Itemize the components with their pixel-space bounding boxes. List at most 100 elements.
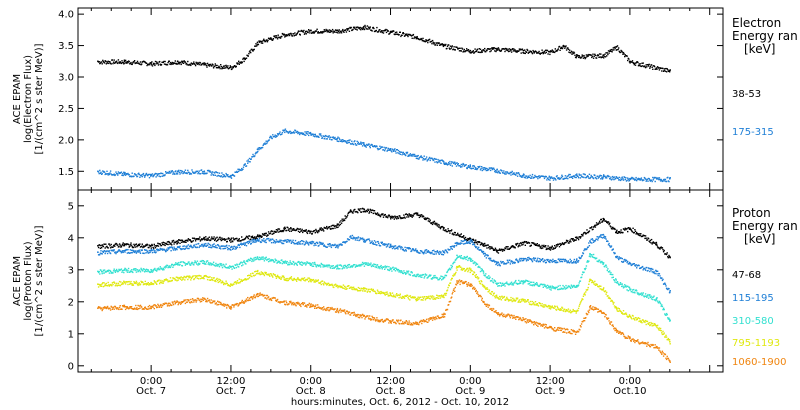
proton-data-point <box>151 251 154 254</box>
proton-data-point <box>474 245 476 247</box>
proton-data-point <box>497 261 500 263</box>
electron-series-value-point <box>629 177 631 180</box>
proton-data-point <box>133 268 136 270</box>
electron-data-point <box>477 166 479 168</box>
proton-data-point <box>649 296 652 299</box>
electron-data-point <box>603 57 605 59</box>
electron-data-point <box>605 52 607 54</box>
electron-data-point <box>472 51 474 53</box>
proton-data-point <box>616 229 618 231</box>
electron-data-point <box>593 55 595 57</box>
proton-data-point <box>652 272 655 274</box>
proton-data-point <box>105 284 107 287</box>
proton-data-point <box>176 242 179 244</box>
electron-series-group <box>97 24 671 183</box>
electron-data-point <box>366 28 368 30</box>
proton-series-value-point <box>150 268 153 271</box>
proton-data-point <box>604 237 606 239</box>
proton-data-point <box>501 250 504 252</box>
electron-data-point <box>215 67 218 69</box>
electron-data-point <box>557 178 559 180</box>
proton-data-point <box>260 257 262 259</box>
proton-data-point <box>629 289 631 291</box>
electron-data-point <box>583 54 585 57</box>
proton-data-point <box>99 284 101 286</box>
electron-data-point <box>510 51 513 53</box>
electron-data-point <box>296 32 298 35</box>
proton-data-point <box>254 241 256 243</box>
electron-data-point <box>159 60 161 63</box>
proton-data-point <box>251 260 253 263</box>
proton-data-point <box>634 229 636 231</box>
proton-series-value-point <box>416 212 418 215</box>
electron-data-point <box>101 173 103 175</box>
proton-data-point <box>321 264 324 266</box>
electron-data-point <box>655 177 658 179</box>
proton-data-point <box>308 262 310 264</box>
electron-data-point <box>212 64 214 66</box>
proton-data-point <box>136 269 139 271</box>
electron-data-point <box>319 134 321 136</box>
electron-data-point <box>538 50 540 53</box>
proton-data-point <box>564 258 567 261</box>
proton-data-point <box>467 242 469 244</box>
proton-data-point <box>127 248 129 251</box>
proton-data-point <box>150 270 152 273</box>
proton-data-point <box>531 284 534 287</box>
proton-data-point <box>245 242 247 244</box>
electron-data-point <box>353 27 355 29</box>
proton-data-point <box>456 257 458 259</box>
proton-data-point <box>635 289 637 291</box>
electron-data-point <box>547 177 549 179</box>
proton-data-point <box>212 244 214 246</box>
proton-data-point <box>615 278 617 280</box>
proton-data-point <box>659 303 662 305</box>
electron-data-point <box>574 54 576 56</box>
proton-data-point <box>524 244 526 246</box>
proton-data-point <box>258 256 261 259</box>
proton-data-point <box>401 246 403 249</box>
proton-data-point <box>357 236 360 238</box>
proton-data-point <box>624 258 626 261</box>
proton-data-point <box>246 259 248 262</box>
electron-data-point <box>123 171 125 173</box>
electron-legend-title-2: Energy ran <box>732 29 798 43</box>
proton-data-point <box>233 245 236 248</box>
electron-data-point <box>540 52 543 54</box>
electron-data-point <box>609 49 611 51</box>
proton-data-point <box>545 248 547 251</box>
electron-data-point <box>104 173 106 176</box>
proton-data-point <box>111 282 114 284</box>
proton-data-point <box>159 268 161 271</box>
electron-data-point <box>287 131 289 133</box>
proton-data-point <box>144 249 146 251</box>
electron-series-value-point <box>549 176 551 179</box>
electron-data-point <box>656 178 658 180</box>
proton-series-value-point <box>456 254 458 257</box>
electron-series-value-point <box>97 170 99 173</box>
proton-data-point <box>489 276 491 278</box>
proton-data-point <box>208 246 210 248</box>
proton-data-point <box>610 273 613 276</box>
electron-data-point <box>485 167 487 169</box>
proton-data-point <box>573 258 576 261</box>
electron-data-point <box>543 50 546 52</box>
electron-data-point <box>273 36 276 38</box>
proton-data-point <box>631 264 633 266</box>
electron-data-point <box>224 176 227 178</box>
electron-data-point <box>247 55 249 57</box>
electron-data-point <box>393 30 395 32</box>
proton-data-point <box>427 251 429 253</box>
proton-data-point <box>255 241 257 243</box>
electron-data-point <box>584 174 586 176</box>
proton-data-point <box>442 250 444 252</box>
electron-data-point <box>274 134 276 136</box>
proton-data-point <box>601 234 603 236</box>
electron-data-point <box>277 134 279 136</box>
proton-data-point <box>381 241 383 243</box>
electron-data-point <box>281 133 283 135</box>
proton-data-point <box>302 261 304 264</box>
electron-data-point <box>315 135 317 137</box>
proton-data-point <box>118 246 120 248</box>
electron-data-point <box>565 177 568 179</box>
